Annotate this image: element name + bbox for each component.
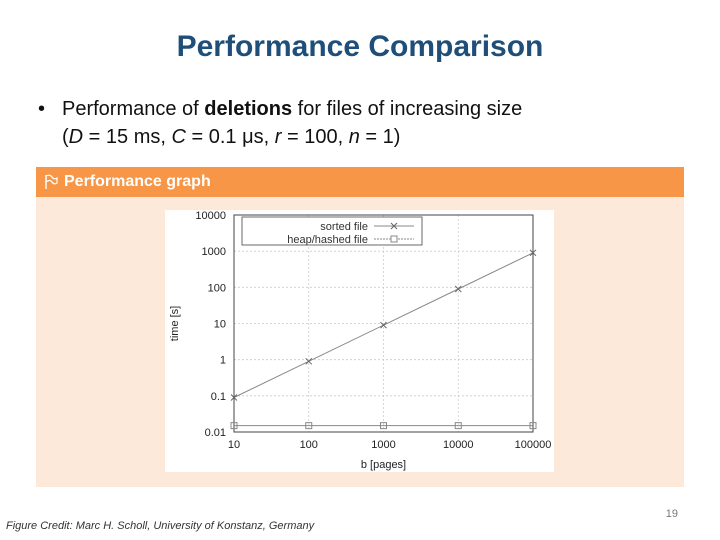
bullet-text: • Performance of deletions for files of i…	[38, 95, 698, 151]
param-n-var: n	[348, 126, 360, 148]
param-c-val: = 0.1 μs,	[185, 126, 275, 148]
box-header-label: Performance graph	[64, 173, 211, 190]
data-point-sorted	[529, 249, 537, 257]
y-axis-label: time [s]	[169, 306, 181, 341]
param-r-val: = 100,	[281, 126, 349, 148]
bullet-prefix: Performance of	[62, 98, 205, 120]
slide-title: Performance Comparison	[176, 30, 544, 63]
param-c-var: C	[171, 126, 186, 148]
x-tick-label: 100	[300, 439, 318, 451]
x-tick-label: 100000	[515, 439, 552, 451]
param-r-var: r	[274, 126, 282, 148]
bullet-suffix: for files of increasing size	[292, 98, 523, 120]
param-d-val: = 15 ms,	[83, 126, 172, 148]
x-axis-label: b [pages]	[361, 459, 406, 471]
x-tick-label: 10000	[443, 439, 474, 451]
data-point-heap	[380, 422, 387, 430]
param-n-val: = 1)	[359, 126, 401, 148]
data-point-sorted	[380, 321, 387, 329]
data-point-sorted	[230, 394, 238, 401]
page-number: 19	[665, 508, 678, 520]
data-point-sorted	[305, 357, 313, 365]
data-point-sorted	[454, 285, 462, 293]
data-point-heap	[529, 422, 537, 430]
figure-credit: Figure Credit: Marc H. Scholl, Universit…	[6, 520, 315, 532]
bullet-bold: deletions	[204, 98, 293, 120]
graph-box-header: Performance graph	[36, 167, 684, 197]
performance-chart: 10 100 1000 10000 100000 10000 1000 100 10 1 0.1 0.…	[165, 210, 554, 472]
y-tick-label: 0.1	[211, 391, 226, 403]
bullet-dot: •	[38, 98, 46, 120]
y-tick-label: 0.01	[205, 427, 226, 439]
y-tick-label: 10	[214, 319, 226, 331]
legend-label: heap/hashed file	[287, 234, 368, 246]
y-tick-label: 10000	[195, 210, 226, 222]
chart-svg: 10 100 1000 10000 100000 10000 1000 100 10 1 0.1 0.…	[169, 210, 552, 471]
flag-icon	[45, 174, 58, 189]
y-tick-label: 1	[220, 355, 226, 367]
data-point-heap	[230, 422, 238, 430]
data-point-heap	[305, 422, 313, 430]
plot-frame	[233, 214, 534, 433]
legend-marker	[390, 222, 398, 230]
legend-marker	[390, 235, 398, 243]
y-tick-label: 1000	[202, 246, 226, 258]
x-tick-label: 1000	[371, 439, 395, 451]
param-d-var: D	[68, 126, 84, 148]
legend-label: sorted file	[320, 221, 368, 233]
data-point-heap	[454, 422, 462, 430]
y-tick-label: 100	[208, 282, 226, 294]
x-tick-label: 10	[228, 439, 240, 451]
